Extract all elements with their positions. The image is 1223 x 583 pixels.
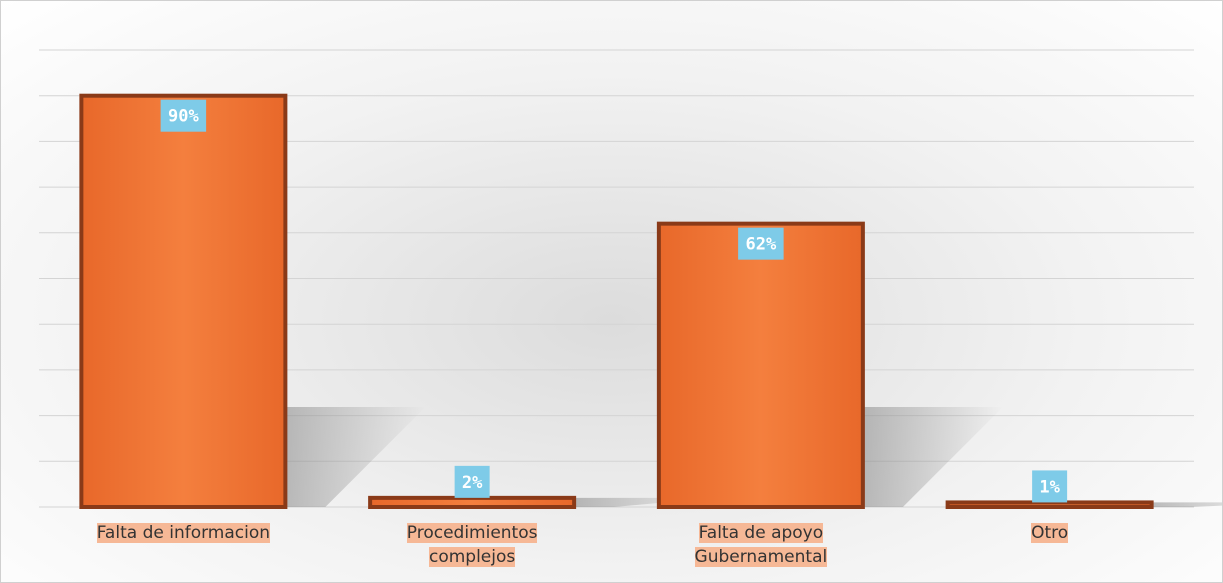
bar-shadow [862, 407, 1003, 507]
x-tick-text: Falta de apoyo Gubernamental [694, 523, 828, 567]
value-label-box [738, 227, 784, 260]
bar [656, 221, 865, 509]
value-label-text: 90% [168, 107, 199, 127]
bar [368, 495, 577, 509]
x-tick-text: Falta de informacion [96, 523, 271, 543]
value-label-text: 2% [462, 473, 483, 493]
bar [945, 500, 1154, 509]
x-tick-label: Otro [940, 521, 1160, 545]
x-tick-label: Falta de apoyo Gubernamental [651, 521, 871, 569]
value-label-text: 62% [746, 235, 777, 255]
value-label: 2% [454, 465, 490, 498]
bar-shadow [285, 407, 426, 507]
x-tick-text: Otro [1031, 523, 1069, 543]
value-label: 62% [738, 227, 784, 260]
x-tick-text: Procedimientos complejos [406, 523, 538, 567]
value-label-box [454, 465, 490, 498]
x-tick-label: Procedimientos complejos [362, 521, 582, 569]
value-label: 1% [1032, 470, 1068, 503]
bar-shadow [1151, 502, 1222, 507]
value-label: 90% [160, 99, 207, 132]
x-tick-label: Falta de informacion [73, 521, 293, 545]
value-label-box [160, 99, 207, 132]
bar [79, 93, 288, 509]
value-label-text: 1% [1039, 477, 1060, 497]
value-label-box [1032, 470, 1068, 503]
